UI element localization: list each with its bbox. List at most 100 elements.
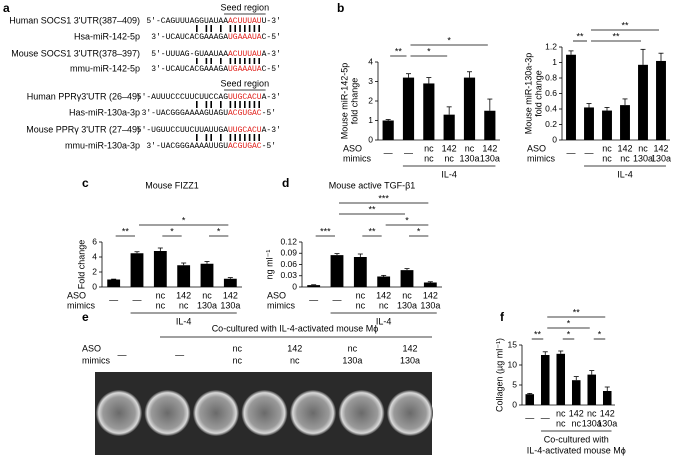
y-tick-label: 15: [508, 339, 518, 349]
column-label: —: [118, 349, 127, 359]
significance-label: *: [182, 215, 186, 225]
significance-label: **: [576, 31, 584, 41]
y-axis-label: fold change: [349, 78, 359, 125]
category-label: 142: [423, 290, 438, 300]
significance-label: **: [368, 204, 376, 214]
category-label: —: [133, 294, 142, 304]
y-tick-label: 0.03: [280, 270, 297, 280]
significance-label: **: [368, 226, 376, 236]
category-label: 142: [569, 408, 584, 418]
bar: [307, 285, 321, 287]
row-label: mimics: [527, 153, 555, 163]
y-tick-label: 0: [292, 281, 297, 291]
category-label: 142: [600, 408, 615, 418]
category-label: nc: [602, 143, 612, 153]
seed-sequence: ACUUUAU: [228, 50, 262, 59]
bar: [130, 253, 144, 287]
column-label: nc: [232, 355, 242, 365]
category-label: nc: [571, 418, 581, 428]
y-tick-label: 0.8: [545, 72, 557, 82]
category-label: nc: [379, 300, 389, 310]
category-label: 130a: [197, 300, 217, 310]
site-label: mmu-miR-130a-3p: [65, 140, 140, 150]
column-label: nc: [348, 343, 358, 353]
category-label: 130a: [420, 300, 440, 310]
category-label: nc: [356, 290, 366, 300]
y-tick-label: 0.12: [280, 236, 297, 246]
bar: [540, 355, 550, 405]
panel-letter: a: [3, 1, 10, 15]
bar: [566, 54, 576, 140]
y-tick-label: 0.09: [280, 248, 297, 258]
y-axis-label: ng ml⁻¹: [264, 250, 274, 280]
row-label: mimics: [267, 300, 295, 310]
bar: [200, 263, 214, 287]
column-label: 142: [287, 343, 302, 353]
category-label: nc: [424, 153, 434, 163]
category-label: —: [384, 147, 393, 157]
y-axis-label: Mouse miR-130a-3p: [523, 53, 533, 135]
sequence: 3'-UACGGGAAAAUUGU: [146, 142, 228, 151]
sequence: 5'-CAGUUUAGGUAUAA: [146, 17, 228, 26]
column-label: —: [175, 349, 184, 359]
significance-label: *: [217, 226, 221, 236]
wells-header: Co-cultured with IL-4-activated mouse Mϕ: [212, 323, 379, 333]
panel-letter: e: [82, 310, 89, 324]
sequence: 5'-UUUAG-GUAAUAA: [151, 50, 228, 59]
bar: [402, 77, 415, 140]
well: [241, 390, 288, 436]
y-tick-label: 0.6: [545, 88, 557, 98]
category-label: 142: [653, 143, 668, 153]
bar: [463, 77, 476, 140]
group-label: IL-4: [376, 316, 392, 326]
y-tick-label: 4: [368, 56, 373, 66]
bar: [377, 276, 391, 287]
sequence: 5'-UGUUCCUUCUUAUUGA: [137, 126, 228, 135]
category-label: —: [525, 412, 534, 422]
seed-sequence: ACGUGAC: [228, 109, 262, 118]
category-label: nc: [179, 300, 189, 310]
y-axis-label: Fold change: [76, 240, 86, 290]
bar: [620, 105, 630, 140]
category-label: nc: [156, 290, 166, 300]
wells: [96, 390, 433, 436]
category-label: nc: [444, 153, 454, 163]
significance-label: **: [534, 329, 542, 339]
y-axis-label: Collagen (µg ml⁻¹): [494, 338, 504, 412]
category-label: 130a: [597, 418, 617, 428]
category-label: 142: [442, 143, 457, 153]
category-label: nc: [556, 408, 566, 418]
sequence: C-5': [262, 65, 281, 74]
bar: [602, 391, 612, 405]
significance-label: *: [598, 329, 602, 339]
bar: [443, 114, 455, 140]
bar: [602, 110, 612, 140]
category-label: —: [567, 147, 576, 157]
sequence: U-3': [262, 17, 281, 26]
category-label: nc: [402, 290, 412, 300]
site-label: Hsa-miR-142-5p: [74, 31, 140, 41]
significance-label: **: [621, 20, 629, 30]
category-label: 130a: [633, 153, 653, 163]
significance-label: *: [427, 46, 431, 56]
y-tick-label: 0: [512, 399, 517, 409]
row-label: ASO: [82, 343, 101, 353]
category-label: 142: [617, 143, 632, 153]
sequence: A-3': [262, 50, 281, 59]
sequence: -5': [262, 142, 276, 151]
column-label: 130a: [400, 355, 420, 365]
well: [290, 390, 336, 436]
sequence: -5': [262, 109, 276, 118]
category-label: —: [585, 147, 594, 157]
category-label: nc: [424, 143, 434, 153]
y-axis-label: fold change: [533, 70, 543, 117]
significance-label: ***: [320, 226, 331, 236]
significance-label: **: [122, 226, 130, 236]
seed-sequence: UUGCACU: [228, 126, 262, 135]
bar: [571, 380, 581, 405]
seed-sequence: UGAAAUA: [228, 33, 262, 42]
category-label: nc: [465, 143, 475, 153]
row-label: mimics: [343, 153, 371, 163]
bar: [330, 255, 344, 287]
row-label: mimics: [67, 300, 95, 310]
